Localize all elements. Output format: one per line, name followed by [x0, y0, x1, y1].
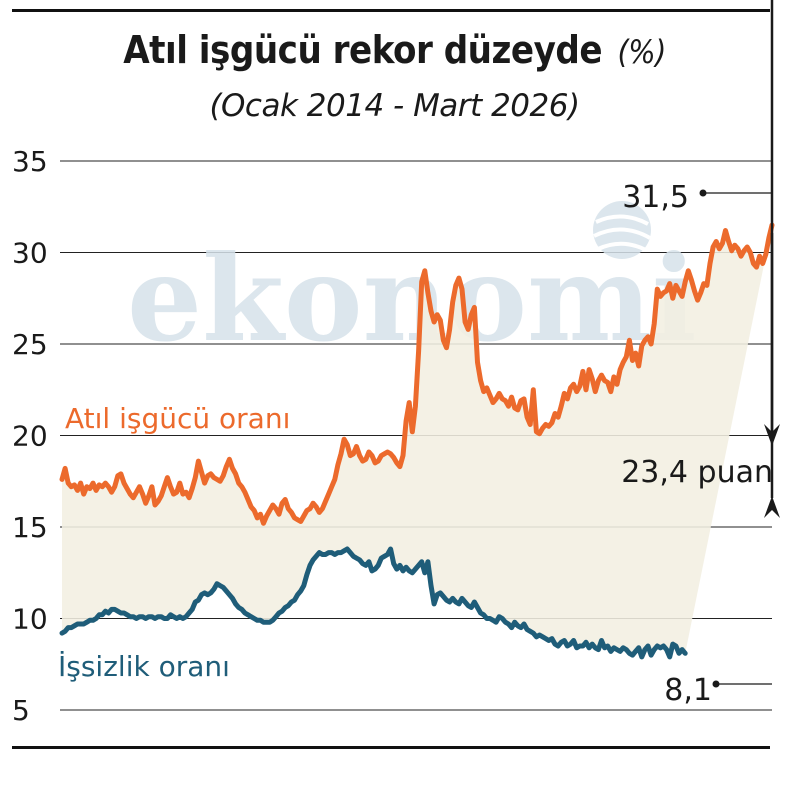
- y-tick-label: 30: [12, 237, 48, 270]
- y-tick-label: 35: [12, 145, 48, 178]
- y-tick-label: 25: [12, 328, 48, 361]
- label-layer: Atıl işgücü oranı İşsizlik oranı 31,5 8,…: [58, 180, 773, 708]
- title-text: Atıl işgücü rekor düzeyde: [123, 28, 603, 72]
- annotation-last-underutilization: 31,5: [622, 180, 689, 215]
- series-label-unemployment: İşsizlik oranı: [58, 650, 230, 683]
- y-tick-label: 5: [12, 694, 30, 727]
- series-line-unemployment: [59, 546, 688, 660]
- series-label-underutilization: Atıl işgücü oranı: [65, 402, 290, 435]
- line-layer: [59, 222, 775, 660]
- annotation-last-unemployment: 8,1: [664, 673, 712, 708]
- arrow-up-icon: [764, 496, 780, 518]
- watermark-layer: ekonomi: [127, 201, 697, 368]
- annotation-gap: 23,4 puan: [621, 455, 773, 490]
- series-line-underutilization: [59, 222, 775, 526]
- globe-logo-icon: [593, 201, 651, 259]
- y-tick-label: 15: [12, 511, 48, 544]
- annotation-marks-layer: [699, 0, 780, 688]
- title-unit: (%): [617, 33, 666, 71]
- chart-subtitle: (Ocak 2014 - Mart 2026): [209, 88, 580, 124]
- fill-layer: [62, 225, 772, 657]
- gap-area: [62, 225, 772, 657]
- bottom-rule: [12, 746, 770, 749]
- leader-line-underutilization: [703, 192, 773, 222]
- chart-title: Atıl işgücü rekor düzeyde (%): [0, 28, 789, 72]
- watermark-text: ekonomi: [127, 229, 697, 368]
- top-rule: [12, 9, 770, 12]
- y-tick-label: 20: [12, 420, 48, 453]
- y-tick-label: 10: [12, 603, 48, 636]
